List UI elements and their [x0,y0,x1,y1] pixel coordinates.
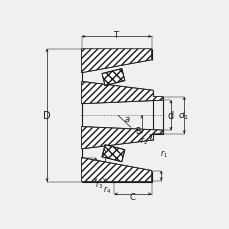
Text: C: C [129,193,135,202]
Polygon shape [81,127,162,149]
Text: $r_1$: $r_1$ [160,148,168,159]
Polygon shape [102,69,124,86]
Text: B: B [134,126,139,135]
Polygon shape [102,145,124,162]
Text: T: T [112,31,117,40]
Text: d: d [166,111,172,121]
Text: $r_2$: $r_2$ [139,135,147,146]
Text: $d_1$: $d_1$ [177,109,188,122]
Text: D: D [43,111,50,121]
Polygon shape [81,49,151,73]
Polygon shape [81,158,151,182]
Text: a: a [125,115,130,124]
Polygon shape [81,82,162,104]
Text: $r_3$: $r_3$ [94,179,102,191]
Text: $r_4$: $r_4$ [103,183,111,195]
